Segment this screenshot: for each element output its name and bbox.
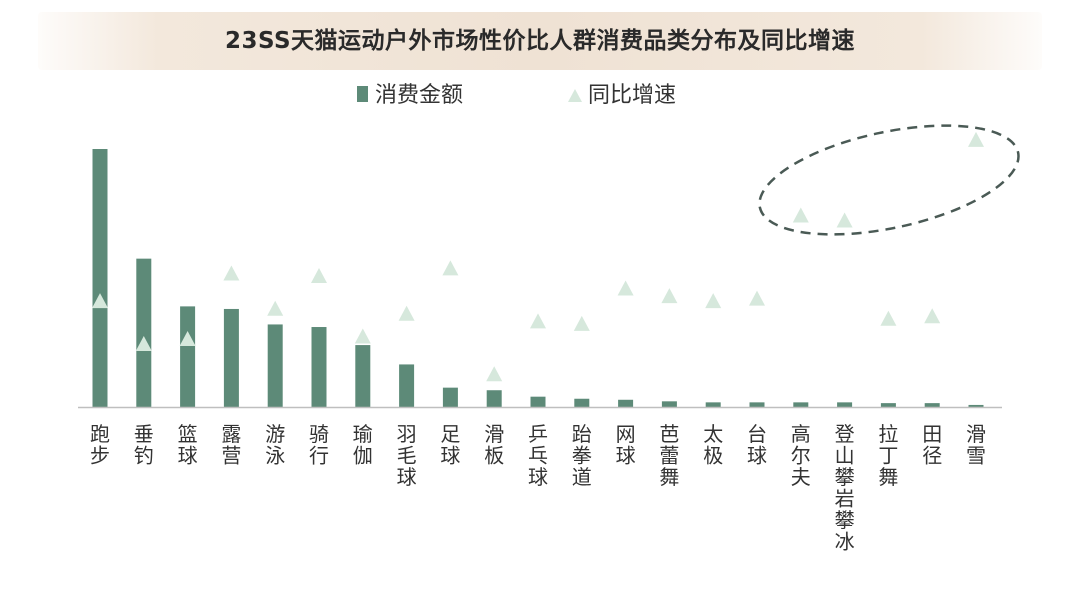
- bar-7: [355, 345, 371, 407]
- growth-marker-17: [792, 207, 809, 223]
- bar-14: [661, 401, 677, 407]
- category-label-12: 跆拳道: [572, 422, 592, 489]
- legend-swatch-triangle: [568, 89, 582, 102]
- category-label-11: 乒乓球: [528, 422, 548, 489]
- bar-12: [574, 398, 590, 407]
- growth-marker-12: [573, 315, 590, 331]
- category-label-10: 滑板: [484, 422, 504, 468]
- category-label-8: 羽毛球: [397, 422, 417, 489]
- growth-marker-4: [223, 265, 240, 281]
- growth-marker-8: [398, 305, 415, 321]
- growth-marker-21: [968, 131, 984, 147]
- bar-11: [530, 396, 546, 407]
- category-label-16: 台球: [747, 422, 767, 468]
- growth-marker-9: [442, 260, 459, 276]
- bar-20: [924, 403, 940, 407]
- category-label-6: 骑行: [309, 422, 329, 468]
- bar-8: [399, 364, 415, 407]
- bar-21: [968, 404, 984, 407]
- category-label-21: 滑雪: [966, 422, 986, 468]
- growth-marker-6: [311, 267, 327, 283]
- growth-marker-20: [924, 308, 941, 324]
- category-label-2: 垂钓: [134, 422, 154, 468]
- bar-10: [486, 390, 502, 407]
- title-band: [38, 12, 1042, 70]
- bar-1: [92, 149, 108, 407]
- growth-marker-5: [267, 300, 284, 316]
- bar-13: [618, 399, 634, 407]
- bar-5: [267, 324, 283, 407]
- growth-marker-1: [92, 293, 108, 309]
- growth-marker-16: [749, 290, 765, 306]
- category-label-13: 网球: [616, 422, 636, 468]
- growth-marker-13: [617, 280, 634, 296]
- category-label-4: 露营: [221, 422, 241, 468]
- category-label-18: 登山攀岩攀冰: [835, 422, 855, 554]
- bar-19: [880, 403, 896, 407]
- growth-marker-14: [661, 288, 678, 304]
- category-label-9: 足球: [440, 422, 460, 468]
- bar-15: [705, 402, 721, 407]
- bar-17: [793, 402, 809, 407]
- category-label-19: 拉丁舞: [878, 422, 898, 489]
- bar-6: [311, 327, 327, 407]
- legend-swatch-bar: [357, 86, 368, 102]
- growth-marker-19: [880, 310, 897, 326]
- growth-marker-7: [354, 328, 371, 344]
- bar-9: [442, 387, 458, 407]
- growth-marker-15: [705, 293, 722, 309]
- growth-marker-18: [836, 212, 853, 228]
- chart-title: 23SS天猫运动户外市场性价比人群消费品类分布及同比增速: [224, 28, 856, 54]
- category-label-3: 篮球: [178, 422, 198, 468]
- legend-label-consumption: 消费金额: [375, 83, 463, 108]
- category-label-7: 瑜伽: [353, 422, 373, 468]
- highlight-ellipse: [758, 124, 1020, 236]
- category-label-5: 游泳: [265, 422, 285, 468]
- bar-3: [180, 306, 196, 407]
- bar-4: [223, 308, 239, 407]
- bar-2: [136, 258, 152, 407]
- category-label-14: 芭蕾舞: [659, 422, 679, 489]
- legend-label-growth: 同比增速: [588, 83, 676, 108]
- growth-marker-10: [486, 366, 503, 382]
- growth-marker-11: [530, 313, 546, 329]
- category-label-15: 太极: [703, 422, 723, 468]
- growth-marker-2: [135, 336, 152, 351]
- growth-marker-3: [179, 330, 196, 346]
- bar-18: [837, 402, 853, 407]
- category-label-1: 跑步: [90, 422, 110, 468]
- category-label-20: 田径: [922, 422, 942, 468]
- bar-16: [749, 402, 765, 407]
- category-label-17: 高尔夫: [791, 422, 811, 489]
